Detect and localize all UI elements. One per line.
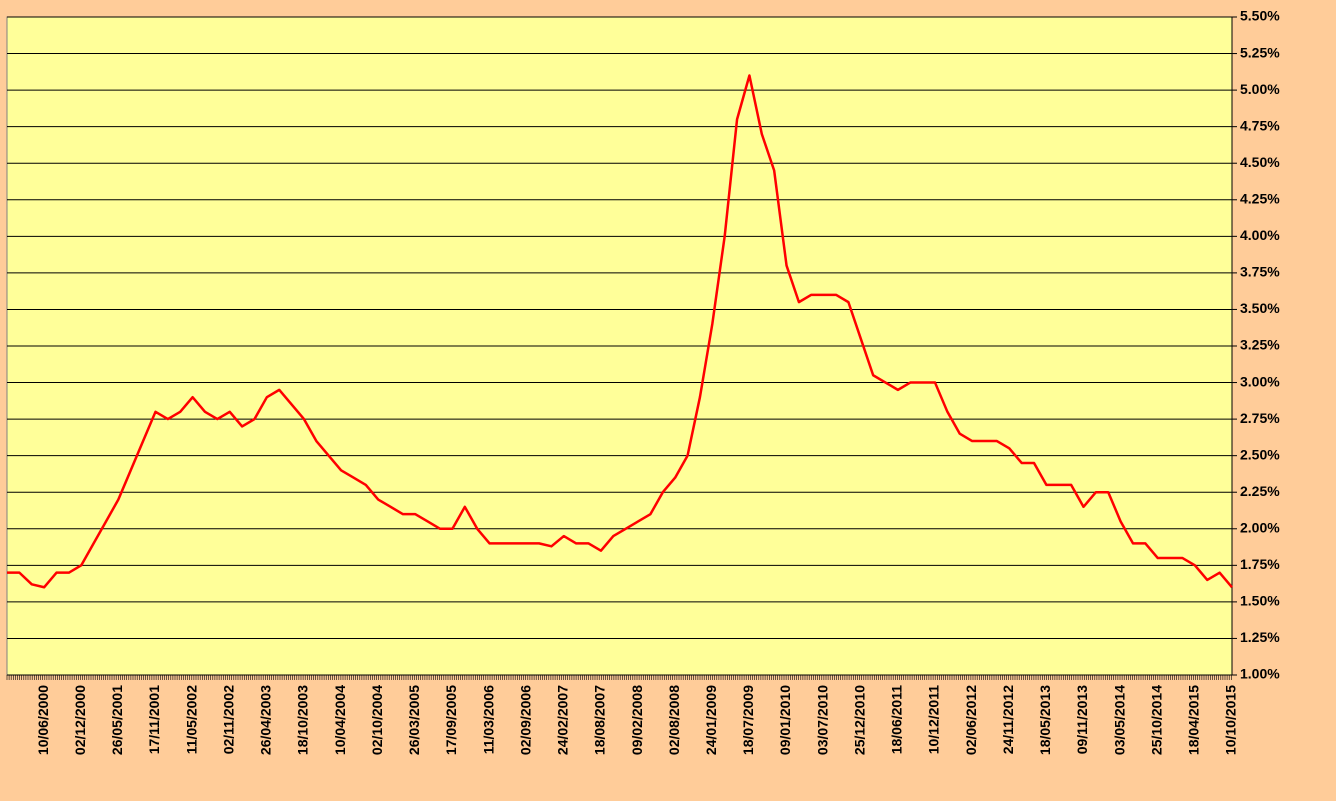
x-tick-label: 02/09/2006: [517, 685, 533, 755]
y-tick-label: 3.00%: [1240, 373, 1280, 389]
x-tick-label: 24/01/2009: [703, 685, 719, 755]
x-tick-label: 18/07/2009: [740, 685, 756, 755]
x-tick-label: 02/06/2012: [963, 685, 979, 755]
x-tick-label: 02/11/2002: [220, 685, 236, 755]
x-tick-label: 26/04/2003: [258, 685, 274, 755]
x-tick-label: 10/04/2004: [332, 685, 348, 755]
y-tick-label: 3.25%: [1240, 337, 1280, 353]
x-tick-label: 17/11/2001: [146, 685, 162, 755]
x-tick-label: 25/12/2010: [851, 685, 867, 755]
y-tick-label: 4.75%: [1240, 117, 1280, 133]
x-tick-label: 11/05/2002: [183, 685, 199, 755]
x-tick-label: 26/03/2005: [406, 685, 422, 755]
y-tick-label: 2.25%: [1240, 483, 1280, 499]
y-tick-label: 3.50%: [1240, 300, 1280, 316]
y-tick-label: 5.25%: [1240, 44, 1280, 60]
x-tick-label: 25/10/2014: [1148, 685, 1164, 755]
y-tick-label: 2.00%: [1240, 519, 1280, 535]
x-tick-label: 18/04/2015: [1186, 685, 1202, 755]
x-tick-label: 24/02/2007: [555, 685, 571, 755]
y-tick-label: 4.50%: [1240, 154, 1280, 170]
x-tick-label: 18/06/2011: [889, 685, 905, 755]
x-tick-label: 18/08/2007: [592, 685, 608, 755]
y-tick-label: 1.25%: [1240, 629, 1280, 645]
y-tick-label: 1.00%: [1240, 666, 1280, 682]
y-tick-label: 2.50%: [1240, 446, 1280, 462]
x-tick-label: 18/10/2003: [295, 685, 311, 755]
y-tick-label: 4.00%: [1240, 227, 1280, 243]
x-tick-label: 10/10/2015: [1223, 685, 1239, 755]
x-tick-label: 24/11/2012: [1000, 685, 1016, 755]
y-tick-label: 1.50%: [1240, 593, 1280, 609]
x-tick-label: 17/09/2005: [443, 685, 459, 755]
y-tick-label: 1.75%: [1240, 556, 1280, 572]
x-tick-label: 10/12/2011: [926, 685, 942, 755]
x-tick-label: 03/05/2014: [1111, 685, 1127, 755]
y-tick-label: 3.75%: [1240, 264, 1280, 280]
x-tick-label: 09/11/2013: [1074, 685, 1090, 755]
y-tick-label: 5.00%: [1240, 81, 1280, 97]
x-tick-label: 09/02/2008: [629, 685, 645, 755]
y-tick-label: 4.25%: [1240, 190, 1280, 206]
x-tick-label: 03/07/2010: [814, 685, 830, 755]
x-tick-label: 26/05/2001: [109, 685, 125, 755]
x-tick-label: 02/12/2000: [72, 685, 88, 755]
x-tick-label: 10/06/2000: [35, 685, 51, 755]
y-tick-label: 2.75%: [1240, 410, 1280, 426]
x-tick-label: 02/08/2008: [666, 685, 682, 755]
x-tick-label: 09/01/2010: [777, 685, 793, 755]
x-tick-label: 11/03/2006: [480, 685, 496, 755]
y-tick-label: 5.50%: [1240, 8, 1280, 24]
x-tick-label: 18/05/2013: [1037, 685, 1053, 755]
line-series: [7, 74, 1233, 589]
x-tick-label: 02/10/2004: [369, 685, 385, 755]
